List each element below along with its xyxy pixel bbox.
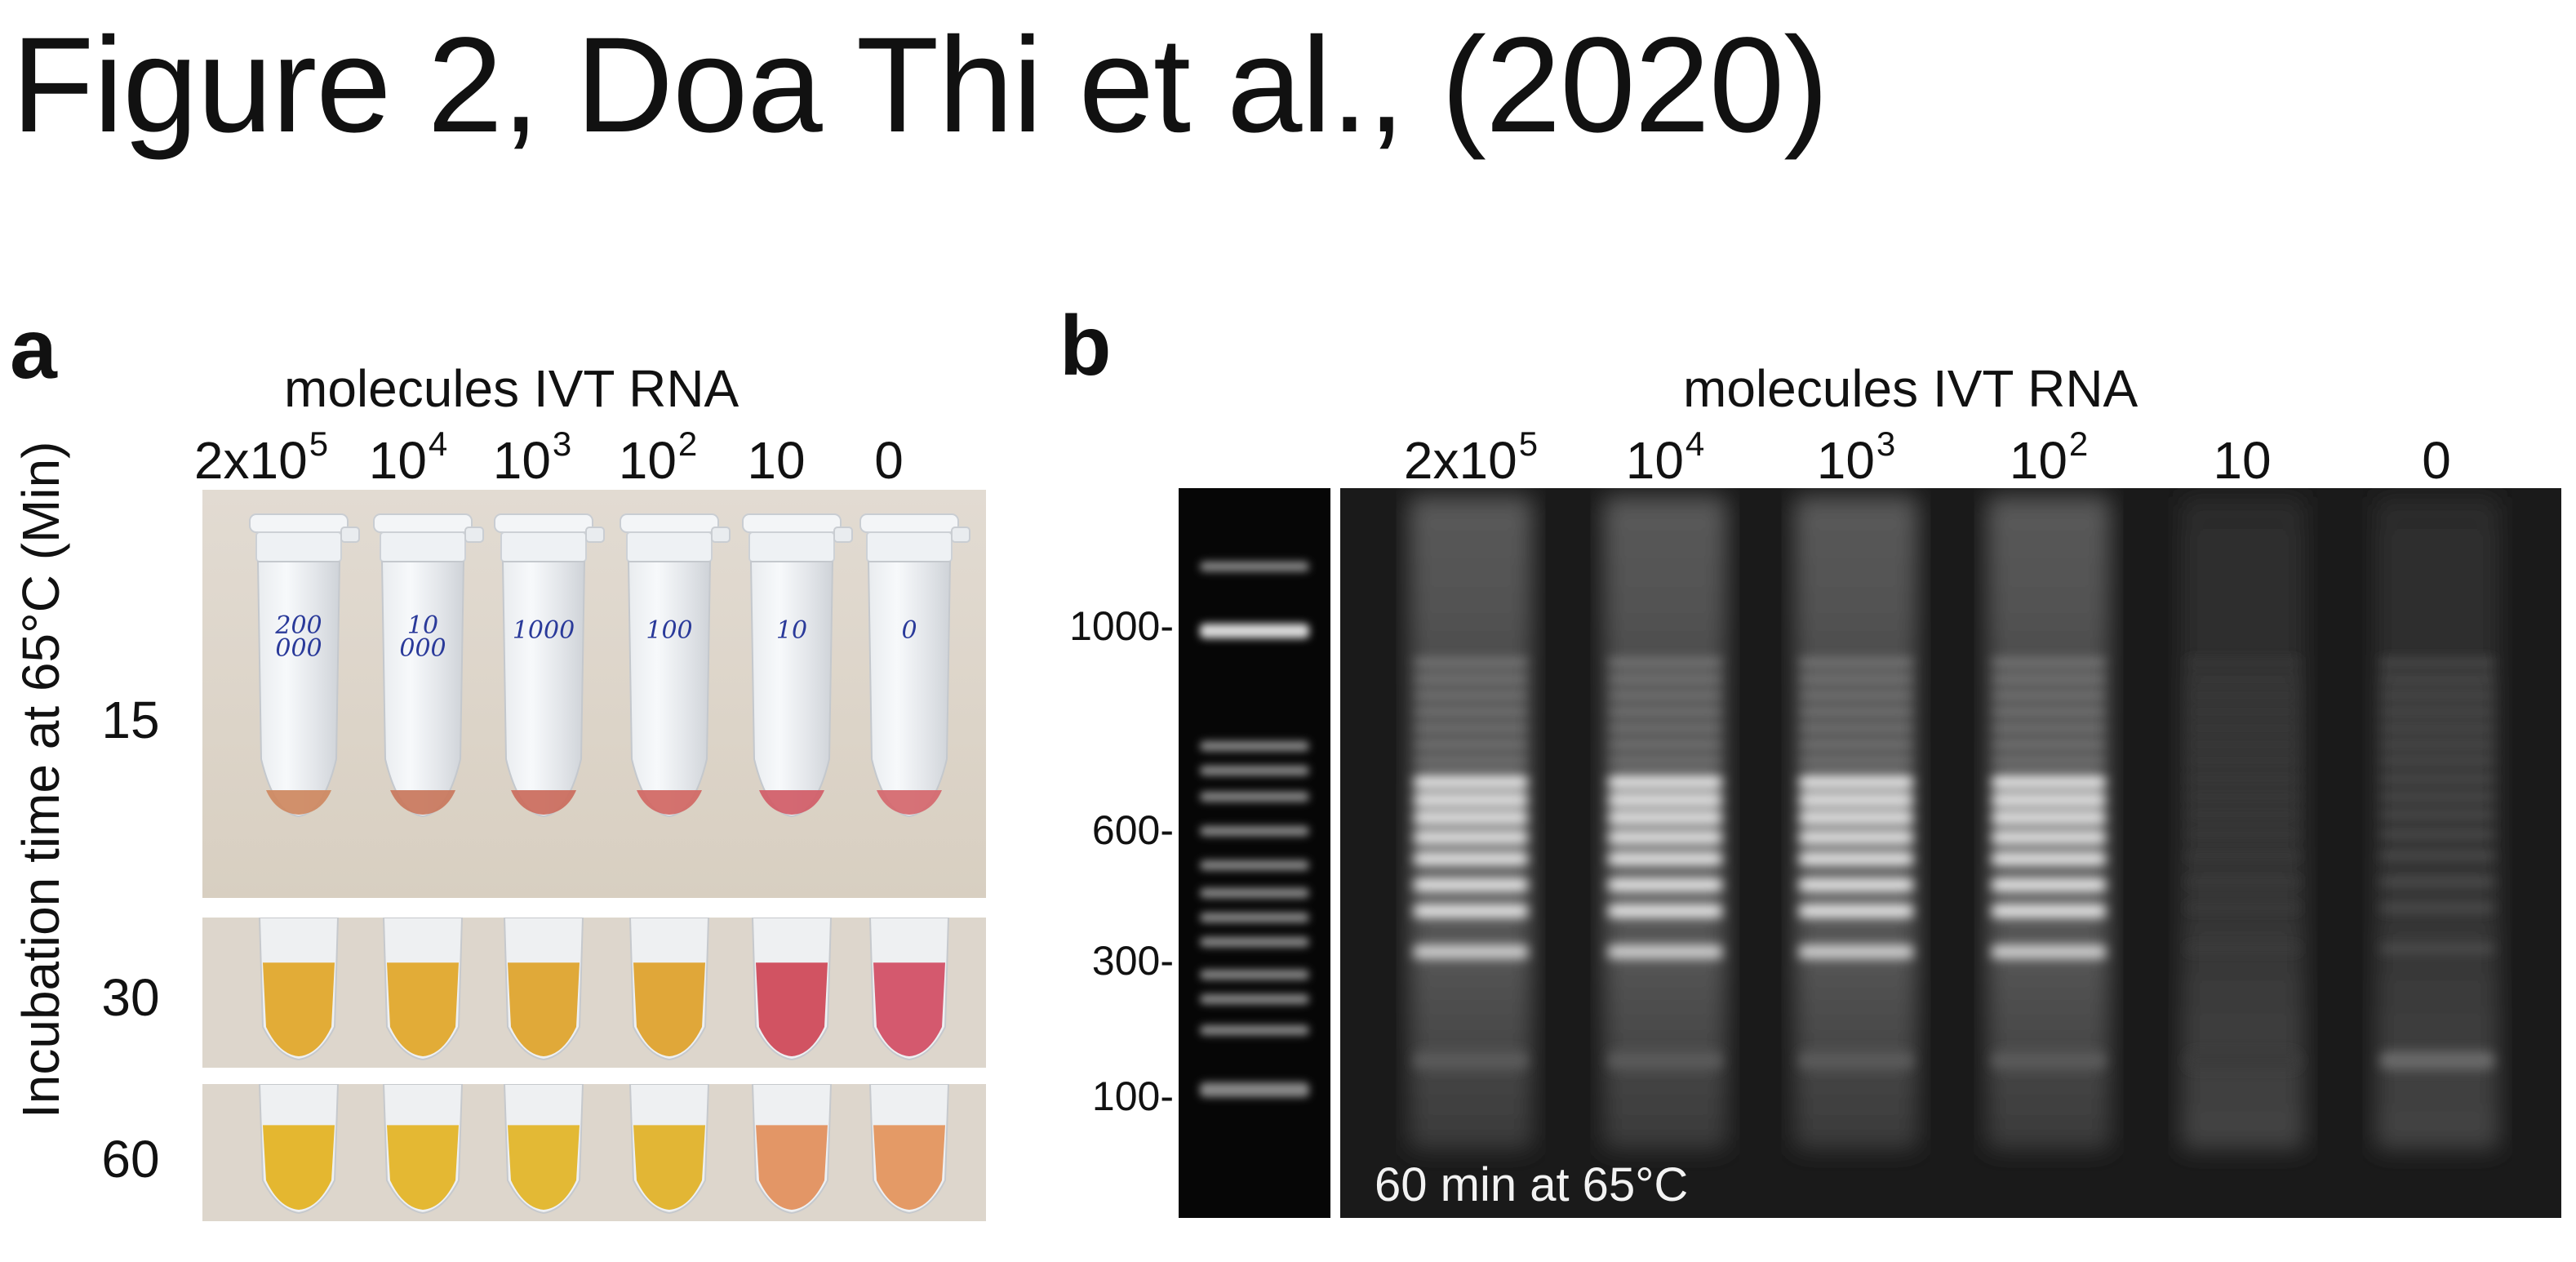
svg-text:1000: 1000	[513, 616, 575, 645]
panel-b-lane-label: 2x105	[1403, 424, 1539, 490]
ladder-band	[1200, 766, 1309, 775]
svg-text:10: 10	[776, 616, 807, 645]
ladder-band	[1200, 970, 1309, 980]
panel-a-lane-label: 10	[747, 431, 806, 490]
ladder-band	[1200, 741, 1309, 751]
gel-lane	[2375, 496, 2499, 1149]
tube-tip	[503, 918, 584, 1061]
svg-text:100: 100	[646, 616, 692, 645]
ladder-band	[1200, 826, 1309, 836]
figure-title: Figure 2, Doa Thi et al., (2020)	[11, 10, 1829, 161]
panel-b-letter: b	[1059, 299, 1112, 393]
panel-a-header: molecules IVT RNA	[284, 359, 739, 418]
tube-tip	[751, 1084, 833, 1215]
panel-a-lane-label: 0	[874, 431, 904, 490]
row-label-15: 15	[101, 691, 160, 749]
panel-a-letter: a	[10, 302, 57, 397]
ladder-band	[1200, 562, 1309, 571]
tube-tip	[382, 1084, 464, 1215]
size-marker-600: 600-	[1091, 807, 1174, 853]
tube-tip	[868, 918, 950, 1061]
size-marker-1000: 1000-	[1069, 603, 1174, 649]
panel-b-lane-label: 10	[2213, 431, 2272, 490]
tube: 100	[620, 513, 731, 818]
row-label-30: 30	[101, 968, 160, 1027]
tube-tip	[258, 1084, 340, 1215]
ladder-band	[1200, 624, 1309, 638]
tube-tip	[382, 918, 464, 1061]
tube-tip	[628, 918, 710, 1061]
tube-tip	[503, 1084, 584, 1215]
gel-lane	[1987, 496, 2111, 1149]
panel-a-lane-label: 2x105	[193, 424, 329, 490]
ladder-band	[1200, 937, 1309, 947]
ladder-band	[1200, 913, 1309, 922]
gel-caption: 60 min at 65°C	[1375, 1158, 1689, 1211]
panel-b-lane-label: 0	[2422, 431, 2451, 490]
panel-b-lane-label: 104	[1625, 424, 1705, 490]
gel-lane	[2181, 496, 2305, 1149]
svg-text:200: 200	[274, 611, 322, 640]
tube-tip	[628, 1084, 710, 1215]
tube: 0	[859, 513, 970, 818]
tube-tip	[258, 918, 340, 1061]
tube-photo-15min: 200 000 10 000 1000 100 10 0	[202, 490, 986, 898]
svg-text:10: 10	[407, 611, 438, 640]
svg-text:000: 000	[275, 634, 322, 663]
ladder-band	[1200, 860, 1309, 870]
gel-lane	[1409, 496, 1533, 1149]
tube-photo-60min	[202, 1084, 986, 1221]
panel-a-lane-label: 102	[618, 424, 698, 490]
sample-gel	[1340, 488, 2561, 1218]
size-marker-100: 100-	[1091, 1073, 1174, 1119]
tube-tip	[868, 1084, 950, 1215]
ladder-gel	[1179, 488, 1330, 1218]
panel-b-lane-label: 103	[1816, 424, 1896, 490]
size-marker-300: 300-	[1091, 938, 1174, 984]
gel-lane	[1603, 496, 1727, 1149]
ladder-band	[1200, 994, 1309, 1004]
panel-a-y-axis-label: Incubation time at 65°C (Min)	[11, 441, 70, 1119]
ladder-band	[1200, 1025, 1309, 1035]
row-label-60: 60	[101, 1130, 160, 1189]
ladder-band	[1200, 1082, 1309, 1097]
svg-text:000: 000	[399, 634, 446, 663]
ladder-band	[1200, 888, 1309, 898]
panel-a-lane-label: 103	[492, 424, 572, 490]
tube: 1000	[494, 513, 605, 818]
ladder-band	[1200, 792, 1309, 802]
svg-text:0: 0	[901, 616, 917, 645]
panel-b-header: molecules IVT RNA	[1683, 359, 2139, 418]
tube: 10	[742, 513, 853, 818]
panel-a-lane-label: 104	[368, 424, 448, 490]
tube-photo-30min	[202, 918, 986, 1068]
gel-lane	[1794, 496, 1918, 1149]
panel-b-lane-label: 102	[2009, 424, 2089, 490]
tube-tip	[751, 918, 833, 1061]
